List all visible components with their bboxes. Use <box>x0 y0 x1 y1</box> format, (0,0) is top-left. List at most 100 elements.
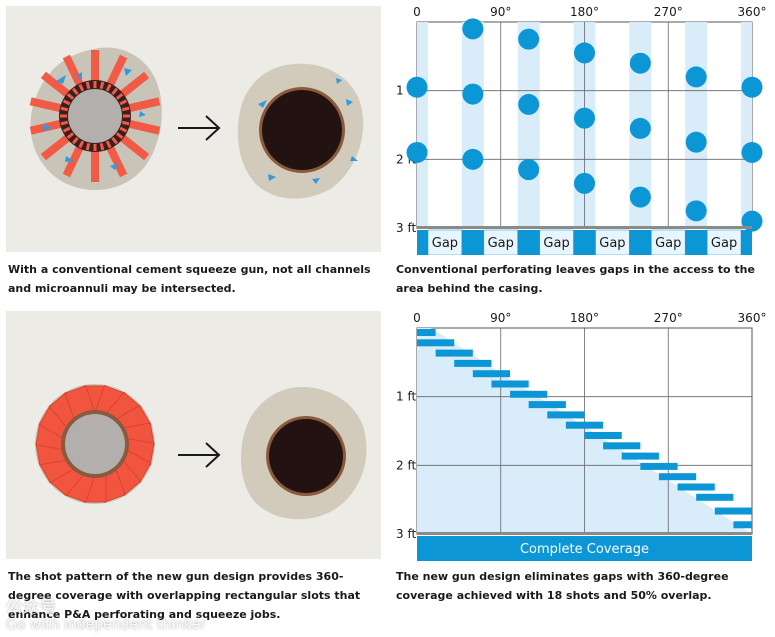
perforation-column <box>461 22 484 228</box>
gap-label: Gap <box>488 236 514 251</box>
slot-shot <box>417 329 436 336</box>
perforation-ray <box>91 150 99 182</box>
x-tick-label: 270° <box>654 311 683 325</box>
perforation-ray <box>91 50 99 82</box>
slot-shot <box>417 339 455 347</box>
perforation-column <box>417 22 428 228</box>
casing-tick <box>72 87 79 96</box>
remaining-channels <box>258 78 358 184</box>
gap-label: Gap <box>655 236 681 251</box>
gap-segment <box>427 229 463 256</box>
perforated-segment <box>417 230 428 255</box>
gap-segment <box>706 229 742 256</box>
casing-tick <box>123 114 130 118</box>
perforation-ray <box>119 71 150 98</box>
casing-tick <box>85 142 91 151</box>
perforation-column <box>741 22 752 228</box>
perforation-ray <box>127 97 161 113</box>
perforation-ray <box>127 119 161 135</box>
grid-lines <box>417 328 752 534</box>
casing-tick <box>115 93 124 100</box>
gun-body-new <box>65 414 125 474</box>
slot-shot <box>640 462 678 470</box>
new-gun-illustration <box>35 384 367 520</box>
casing-baseline <box>417 226 752 229</box>
new-gun-coverage-chart-panel: 0 90° 180° 270° 360° 1 ft 2 ft 3 ft Complete Cov… <box>386 306 775 561</box>
y-tick-label: 3 ft <box>396 527 416 541</box>
gun-body <box>68 89 122 143</box>
caption-new-gun-design: The shot pattern of the new gun design p… <box>8 570 361 621</box>
slot-shot <box>454 359 492 367</box>
caption-conventional-gun: With a conventional cement squeeze gun, … <box>8 263 371 295</box>
slot-shot <box>491 380 529 388</box>
y-tick-label: 1 ft <box>396 390 416 404</box>
new-gun-coverage-chart: 0 90° 180° 270° 360° 1 ft 2 ft 3 ft Complete Cov… <box>396 311 767 561</box>
x-tick-label: 90° <box>490 5 511 19</box>
casing-tick <box>93 81 97 88</box>
shot-point <box>629 186 651 208</box>
perforated-segment <box>461 230 484 255</box>
casing-tick <box>105 140 112 149</box>
shot-point <box>574 107 595 129</box>
slot-shot <box>528 401 566 409</box>
perforation-column <box>685 22 708 228</box>
watermark-line-2: Go with independent thinker <box>6 617 207 633</box>
casing-tick <box>121 106 130 112</box>
perforated-segment <box>629 230 652 255</box>
casing-tick <box>121 120 130 126</box>
shot-point <box>462 83 484 105</box>
casing-tick <box>78 140 85 149</box>
y-tick-label: 3 ft <box>396 221 416 235</box>
shot-point <box>518 93 540 115</box>
shot-point <box>518 159 540 181</box>
microannuli-channels <box>43 68 146 170</box>
casing-tick <box>115 132 124 139</box>
coverage-label: Complete Coverage <box>520 542 649 557</box>
casing-tick <box>85 81 91 90</box>
shot-point <box>574 172 595 194</box>
x-tick-label: 360° <box>738 311 767 325</box>
x-tick-label: 90° <box>490 311 511 325</box>
casing-tick <box>93 144 97 151</box>
gap-label: Gap <box>599 236 625 251</box>
perforation-ray <box>106 54 128 88</box>
perforated-segment <box>573 230 596 255</box>
perforation-ray <box>119 134 150 161</box>
casing-ticks <box>60 81 130 151</box>
slot-shot <box>435 349 473 357</box>
gap-segment <box>595 229 630 256</box>
x-tick-label: 270° <box>654 5 683 19</box>
caption-new-gun-coverage: The new gun design eliminates gaps with … <box>396 570 729 602</box>
perforation-column <box>517 22 540 228</box>
coverage-band <box>417 536 752 561</box>
gap-segment <box>651 229 686 256</box>
casing-tick <box>66 93 75 100</box>
cased-hole-new <box>269 419 343 493</box>
casing-tick <box>99 142 105 151</box>
gap-segment <box>483 229 518 256</box>
conventional-illustration-panel <box>6 6 381 252</box>
slot-shot <box>547 411 585 419</box>
conventional-perforating-chart-panel: 0 90° 180° 270° 360° 1 ft 2 ft 3 ft Gap Gap Gap Gap… <box>386 0 775 256</box>
casing-tick <box>60 106 69 112</box>
casing-tick <box>111 87 118 96</box>
shot-point <box>518 28 540 50</box>
shot-point <box>741 141 763 163</box>
arrow-right-icon <box>178 442 221 468</box>
caption-conventional-perforating: Conventional perforating leaves gaps in … <box>396 263 755 295</box>
arrow-right-icon <box>178 115 221 141</box>
slot-shot <box>677 483 715 491</box>
x-tick-label: 0 <box>413 311 421 325</box>
shot-point <box>685 66 707 88</box>
gap-label: Gap <box>543 236 569 251</box>
gap-label: Gap <box>711 236 737 251</box>
casing-tick <box>78 83 85 92</box>
slot-shot <box>584 432 622 439</box>
shot-point <box>574 42 595 64</box>
shot-point <box>685 131 707 153</box>
x-tick-label: 180° <box>570 5 599 19</box>
x-tick-label: 0 <box>413 5 421 19</box>
slot-shot <box>733 521 752 529</box>
shot-point <box>629 117 651 139</box>
